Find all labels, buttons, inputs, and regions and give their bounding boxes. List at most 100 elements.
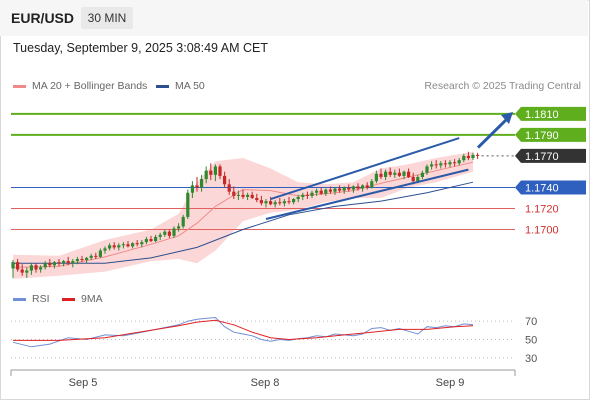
candle bbox=[379, 168, 383, 180]
rsi-tick-50: 50 bbox=[525, 335, 537, 347]
candle bbox=[351, 185, 355, 193]
candle bbox=[319, 187, 323, 195]
price-tag-text: 1.1790 bbox=[525, 130, 559, 142]
candle-body bbox=[416, 176, 420, 182]
candle bbox=[301, 192, 305, 201]
candle-body bbox=[338, 188, 342, 191]
rsi-ma-swatch bbox=[62, 297, 75, 301]
candle bbox=[85, 256, 89, 264]
candle-body bbox=[374, 173, 378, 182]
price-tag-1.1770: 1.1770 bbox=[515, 148, 586, 163]
candle-body bbox=[227, 184, 231, 192]
candle bbox=[48, 258, 52, 268]
legend-ma50-label: MA 50 bbox=[175, 80, 205, 92]
candle bbox=[434, 160, 438, 169]
candle bbox=[476, 152, 480, 160]
candle bbox=[34, 263, 38, 273]
candle-body bbox=[186, 192, 190, 217]
candle bbox=[89, 253, 93, 261]
candle bbox=[356, 183, 360, 191]
candle bbox=[420, 170, 424, 180]
candle bbox=[402, 170, 406, 180]
candle-body bbox=[190, 185, 194, 193]
candle bbox=[393, 169, 397, 179]
price-tag-1.1790: 1.1790 bbox=[515, 127, 586, 142]
candle-body bbox=[457, 160, 461, 164]
candle bbox=[287, 196, 291, 205]
candle bbox=[20, 264, 24, 276]
candle bbox=[29, 263, 33, 275]
price-tag-1.1720: 1.1720 bbox=[525, 204, 559, 216]
price-tag-1.1740: 1.1740 bbox=[515, 180, 586, 195]
candle bbox=[457, 158, 461, 166]
candle-body bbox=[342, 187, 346, 191]
candle-body bbox=[154, 236, 158, 242]
candle-body bbox=[85, 257, 89, 261]
candle-body bbox=[439, 163, 443, 166]
candle bbox=[443, 160, 447, 168]
candle-body bbox=[158, 234, 162, 237]
candle bbox=[315, 188, 319, 196]
candle-body bbox=[333, 188, 337, 192]
candle bbox=[236, 190, 240, 201]
candle bbox=[462, 153, 466, 163]
candle-body bbox=[209, 170, 213, 175]
candle-body bbox=[223, 175, 227, 185]
candle-body bbox=[172, 228, 176, 236]
candle-body bbox=[448, 162, 452, 165]
candle bbox=[195, 176, 199, 192]
candle-body bbox=[135, 243, 139, 245]
candle bbox=[75, 256, 79, 265]
candle-body bbox=[282, 201, 286, 204]
candle bbox=[39, 265, 43, 273]
candle-body bbox=[112, 245, 116, 248]
candle-body bbox=[324, 189, 328, 194]
candle bbox=[232, 186, 236, 200]
candle-body bbox=[213, 166, 217, 175]
price-tag-bg bbox=[515, 148, 586, 163]
candle-body bbox=[411, 176, 415, 182]
candle bbox=[328, 186, 332, 194]
candle bbox=[259, 195, 263, 206]
ma50-line bbox=[13, 181, 474, 264]
candle bbox=[333, 187, 337, 195]
candle-body bbox=[259, 200, 263, 204]
x-tick-label: Sep 9 bbox=[436, 377, 465, 389]
candle bbox=[140, 240, 144, 248]
legend-rsi-ma: 9MA bbox=[62, 293, 103, 305]
candle-body bbox=[20, 269, 24, 273]
candle-body bbox=[287, 201, 291, 203]
candle bbox=[71, 258, 75, 268]
candle-body bbox=[167, 231, 171, 236]
candle bbox=[11, 260, 15, 278]
candle bbox=[43, 261, 47, 270]
price-tag-text: 1.1810 bbox=[525, 109, 559, 121]
price-tag-1.1810: 1.1810 bbox=[515, 106, 586, 121]
candle-body bbox=[131, 243, 135, 247]
price-tag-text: 1.1720 bbox=[525, 204, 559, 216]
x-tick-label: Sep 8 bbox=[251, 377, 280, 389]
candle bbox=[112, 242, 116, 250]
candle-body bbox=[361, 185, 365, 189]
price-tag-bg bbox=[515, 106, 586, 121]
candle bbox=[223, 171, 227, 188]
channel-lower-line bbox=[265, 168, 469, 220]
candle-body bbox=[241, 194, 245, 197]
legend-ma50: MA 50 bbox=[156, 80, 205, 92]
candle bbox=[324, 188, 328, 196]
candle bbox=[264, 199, 268, 208]
price-tag-bg bbox=[515, 180, 586, 195]
ma20-line bbox=[12, 161, 474, 268]
candle bbox=[66, 256, 70, 266]
timestamp: Tuesday, September 9, 2025 3:08:49 AM CE… bbox=[13, 41, 269, 55]
candle-body bbox=[471, 154, 475, 159]
candle bbox=[149, 235, 153, 243]
candle-body bbox=[195, 185, 199, 188]
candle-body bbox=[305, 194, 309, 196]
timeframe-button[interactable]: 30 MIN bbox=[81, 7, 133, 29]
candle bbox=[430, 161, 434, 170]
candle-body bbox=[39, 267, 43, 270]
symbol-label: EUR/USD bbox=[11, 10, 75, 26]
candle bbox=[250, 191, 254, 200]
candle-body bbox=[11, 262, 15, 269]
